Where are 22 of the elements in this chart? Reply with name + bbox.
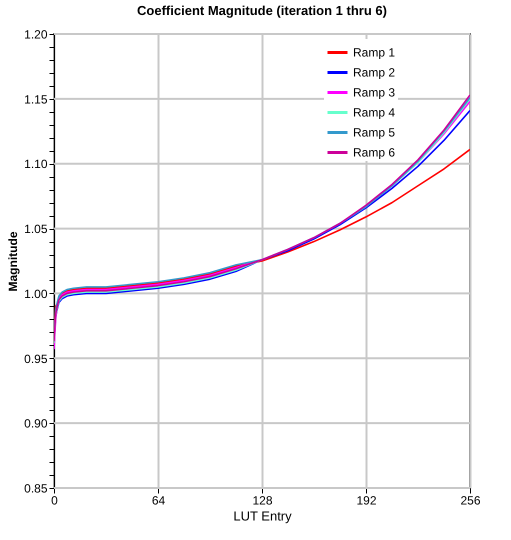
x-tick-label: 0 xyxy=(51,494,58,508)
y-axis-title: Magnitude xyxy=(6,231,20,292)
y-tick-label: 1.15 xyxy=(24,92,48,106)
x-tick-label: 128 xyxy=(252,494,273,508)
legend-label: Ramp 4 xyxy=(353,106,396,120)
x-tick-label: 256 xyxy=(460,494,481,508)
x-axis-title: LUT Entry xyxy=(233,508,292,524)
legend-label: Ramp 5 xyxy=(353,126,396,140)
y-tick-label: 0.90 xyxy=(24,416,48,431)
y-tick-label: 1.00 xyxy=(24,286,48,301)
y-tick-label: 0.85 xyxy=(24,482,48,496)
y-tick-label: 1.10 xyxy=(24,157,48,172)
x-tick-label: 64 xyxy=(152,494,166,508)
x-tick-label: 192 xyxy=(356,494,377,508)
y-tick-label: 1.05 xyxy=(24,222,48,236)
y-tick-label: 1.20 xyxy=(24,28,48,42)
legend-label: Ramp 2 xyxy=(353,66,396,80)
legend-label: Ramp 3 xyxy=(353,86,396,100)
y-tick-label: 0.95 xyxy=(24,352,48,366)
legend-label: Ramp 1 xyxy=(353,46,396,60)
chart-title: Coefficient Magnitude (iteration 1 thru 6) xyxy=(137,3,387,18)
legend-label: Ramp 6 xyxy=(353,146,396,160)
